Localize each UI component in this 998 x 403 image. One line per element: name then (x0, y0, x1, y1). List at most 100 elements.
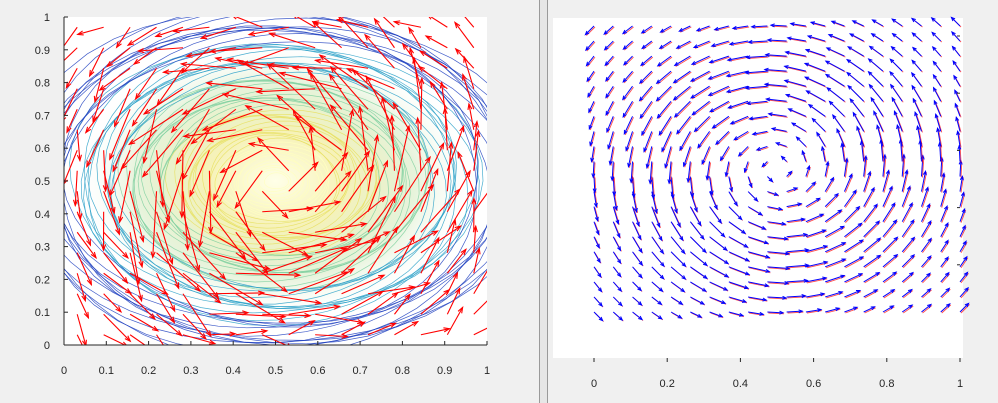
quiver-arrow-head (787, 108, 793, 113)
quiver-arrow-head (460, 248, 467, 256)
quiver-arrow-red (864, 290, 879, 299)
quiver-arrow (420, 169, 439, 212)
quiver-arrow (129, 232, 140, 284)
quiver-arrow (364, 34, 395, 69)
quiver-arrow-blue (696, 25, 710, 32)
quiver-arrow (341, 291, 383, 315)
quiver-arrow-red (902, 203, 914, 223)
quiver-arrow-blue (825, 60, 845, 72)
quiver-arrow-head (857, 273, 864, 277)
quiver-arrow (235, 293, 285, 324)
quiver-arrow (116, 26, 131, 48)
quiver-arrow-red (844, 159, 849, 178)
quiver-arrow-red (941, 158, 944, 178)
quiver-arrow-head (710, 43, 716, 48)
quiver-arrow-head (201, 125, 210, 131)
quiver-arrow-head (888, 185, 893, 191)
quiver-arrow-red (624, 41, 634, 51)
quiver-arrow-head (964, 302, 970, 308)
quiver-arrow-head (681, 262, 687, 268)
quiver-arrow-head (851, 20, 857, 25)
quiver-arrow-blue (706, 161, 711, 180)
quiver-arrow-blue (693, 40, 710, 48)
contour-line (236, 154, 311, 206)
quiver-arrow (339, 17, 369, 49)
quiver-arrow-head (868, 83, 874, 89)
quiver-arrow-head (846, 71, 852, 77)
quiver-arrow-head (737, 151, 743, 157)
quiver-arrow-blue (954, 103, 961, 117)
quiver-arrow (156, 313, 182, 336)
quiver-arrow-blue (775, 142, 787, 147)
quiver-arrow (454, 22, 475, 49)
quiver-arrow-head (169, 305, 176, 313)
quiver-arrow-red (771, 25, 788, 28)
quiver-arrow-head (175, 157, 182, 165)
quiver-arrow-blue (746, 55, 768, 58)
window-splitter[interactable] (539, 0, 548, 403)
quiver-arrow-head (764, 283, 770, 288)
quiver-arrow-head (876, 237, 882, 242)
quiver-arrow-blue (748, 296, 767, 301)
quiver-arrow-head (700, 234, 705, 240)
quiver-arrow-head (132, 58, 141, 65)
quiver-arrow-blue (844, 290, 861, 298)
quiver-arrow-head (124, 288, 133, 295)
quiver-arrow-blue (585, 40, 595, 51)
quiver-arrow-head (873, 289, 879, 294)
quiver-arrow-blue (670, 296, 683, 305)
quiver-arrow-head (680, 287, 686, 293)
quiver-arrow-blue (679, 25, 691, 32)
quiver-arrow-head (691, 110, 697, 116)
quiver-arrow-blue (670, 206, 681, 227)
quiver-arrow-blue (959, 160, 962, 177)
quiver-arrow-blue (745, 70, 768, 74)
quiver-arrow-blue (844, 256, 864, 268)
quiver-arrow-blue (844, 190, 857, 207)
quiver-arrow (420, 289, 450, 315)
quiver-arrow-blue (788, 108, 807, 117)
quiver-arrow-red (589, 117, 596, 131)
quiver-arrow-blue (709, 311, 723, 318)
quiver-arrow (216, 170, 237, 207)
quiver-arrow-head (233, 17, 237, 20)
quiver-arrow-red (864, 172, 872, 193)
quiver-arrow-blue (612, 296, 623, 306)
quiver-arrow-head (715, 140, 720, 146)
quiver-arrow-head (246, 229, 252, 238)
quiver-arrow-blue (786, 249, 809, 253)
quiver-arrow-blue (728, 191, 738, 206)
quiver-arrow-blue (846, 59, 864, 72)
quiver-arrow-head (705, 175, 710, 181)
quiver-arrow-head (656, 222, 661, 228)
quiver-arrow (235, 313, 286, 318)
quiver-arrow-blue (697, 131, 710, 148)
quiver-arrow-blue (720, 146, 730, 161)
quiver-arrow-head (142, 108, 151, 115)
quiver-arrow-head (801, 294, 807, 299)
quiver-arrow-head (120, 163, 127, 171)
quiver-arrow-red (747, 56, 769, 59)
quiver-arrow-head (725, 73, 731, 78)
quiver-arrow (315, 313, 364, 324)
quiver-arrow-blue (940, 205, 948, 222)
quiver-arrow-head (744, 271, 751, 276)
quiver-arrow-head (873, 110, 878, 116)
quiver-arrow-head (931, 31, 937, 37)
quiver-arrow-head (667, 179, 672, 185)
quiver-arrow-head (681, 275, 687, 280)
quiver-arrow-head (621, 29, 627, 35)
left-quiver-contour-plot: 0 0.1 0.2 0.3 0.4 0.5 0.6 0.7 0.8 0.9 1 0 0.1 0.2 0.3 0… (35, 12, 490, 377)
y-tick-label: 0.8 (35, 78, 50, 90)
quiver-arrow-red (586, 41, 596, 52)
quiver-arrow-red (739, 147, 750, 158)
quiver-arrow-head (280, 286, 289, 293)
quiver-arrow-head (617, 301, 623, 307)
quiver-arrow-head (135, 277, 141, 286)
quiver-arrow-head (424, 155, 431, 164)
quiver-arrow-blue (640, 55, 653, 66)
quiver-arrow-blue (889, 58, 903, 72)
quiver-arrow-blue (746, 100, 768, 105)
quiver-arrow-blue (901, 170, 908, 192)
quiver-arrow-head (763, 82, 769, 87)
